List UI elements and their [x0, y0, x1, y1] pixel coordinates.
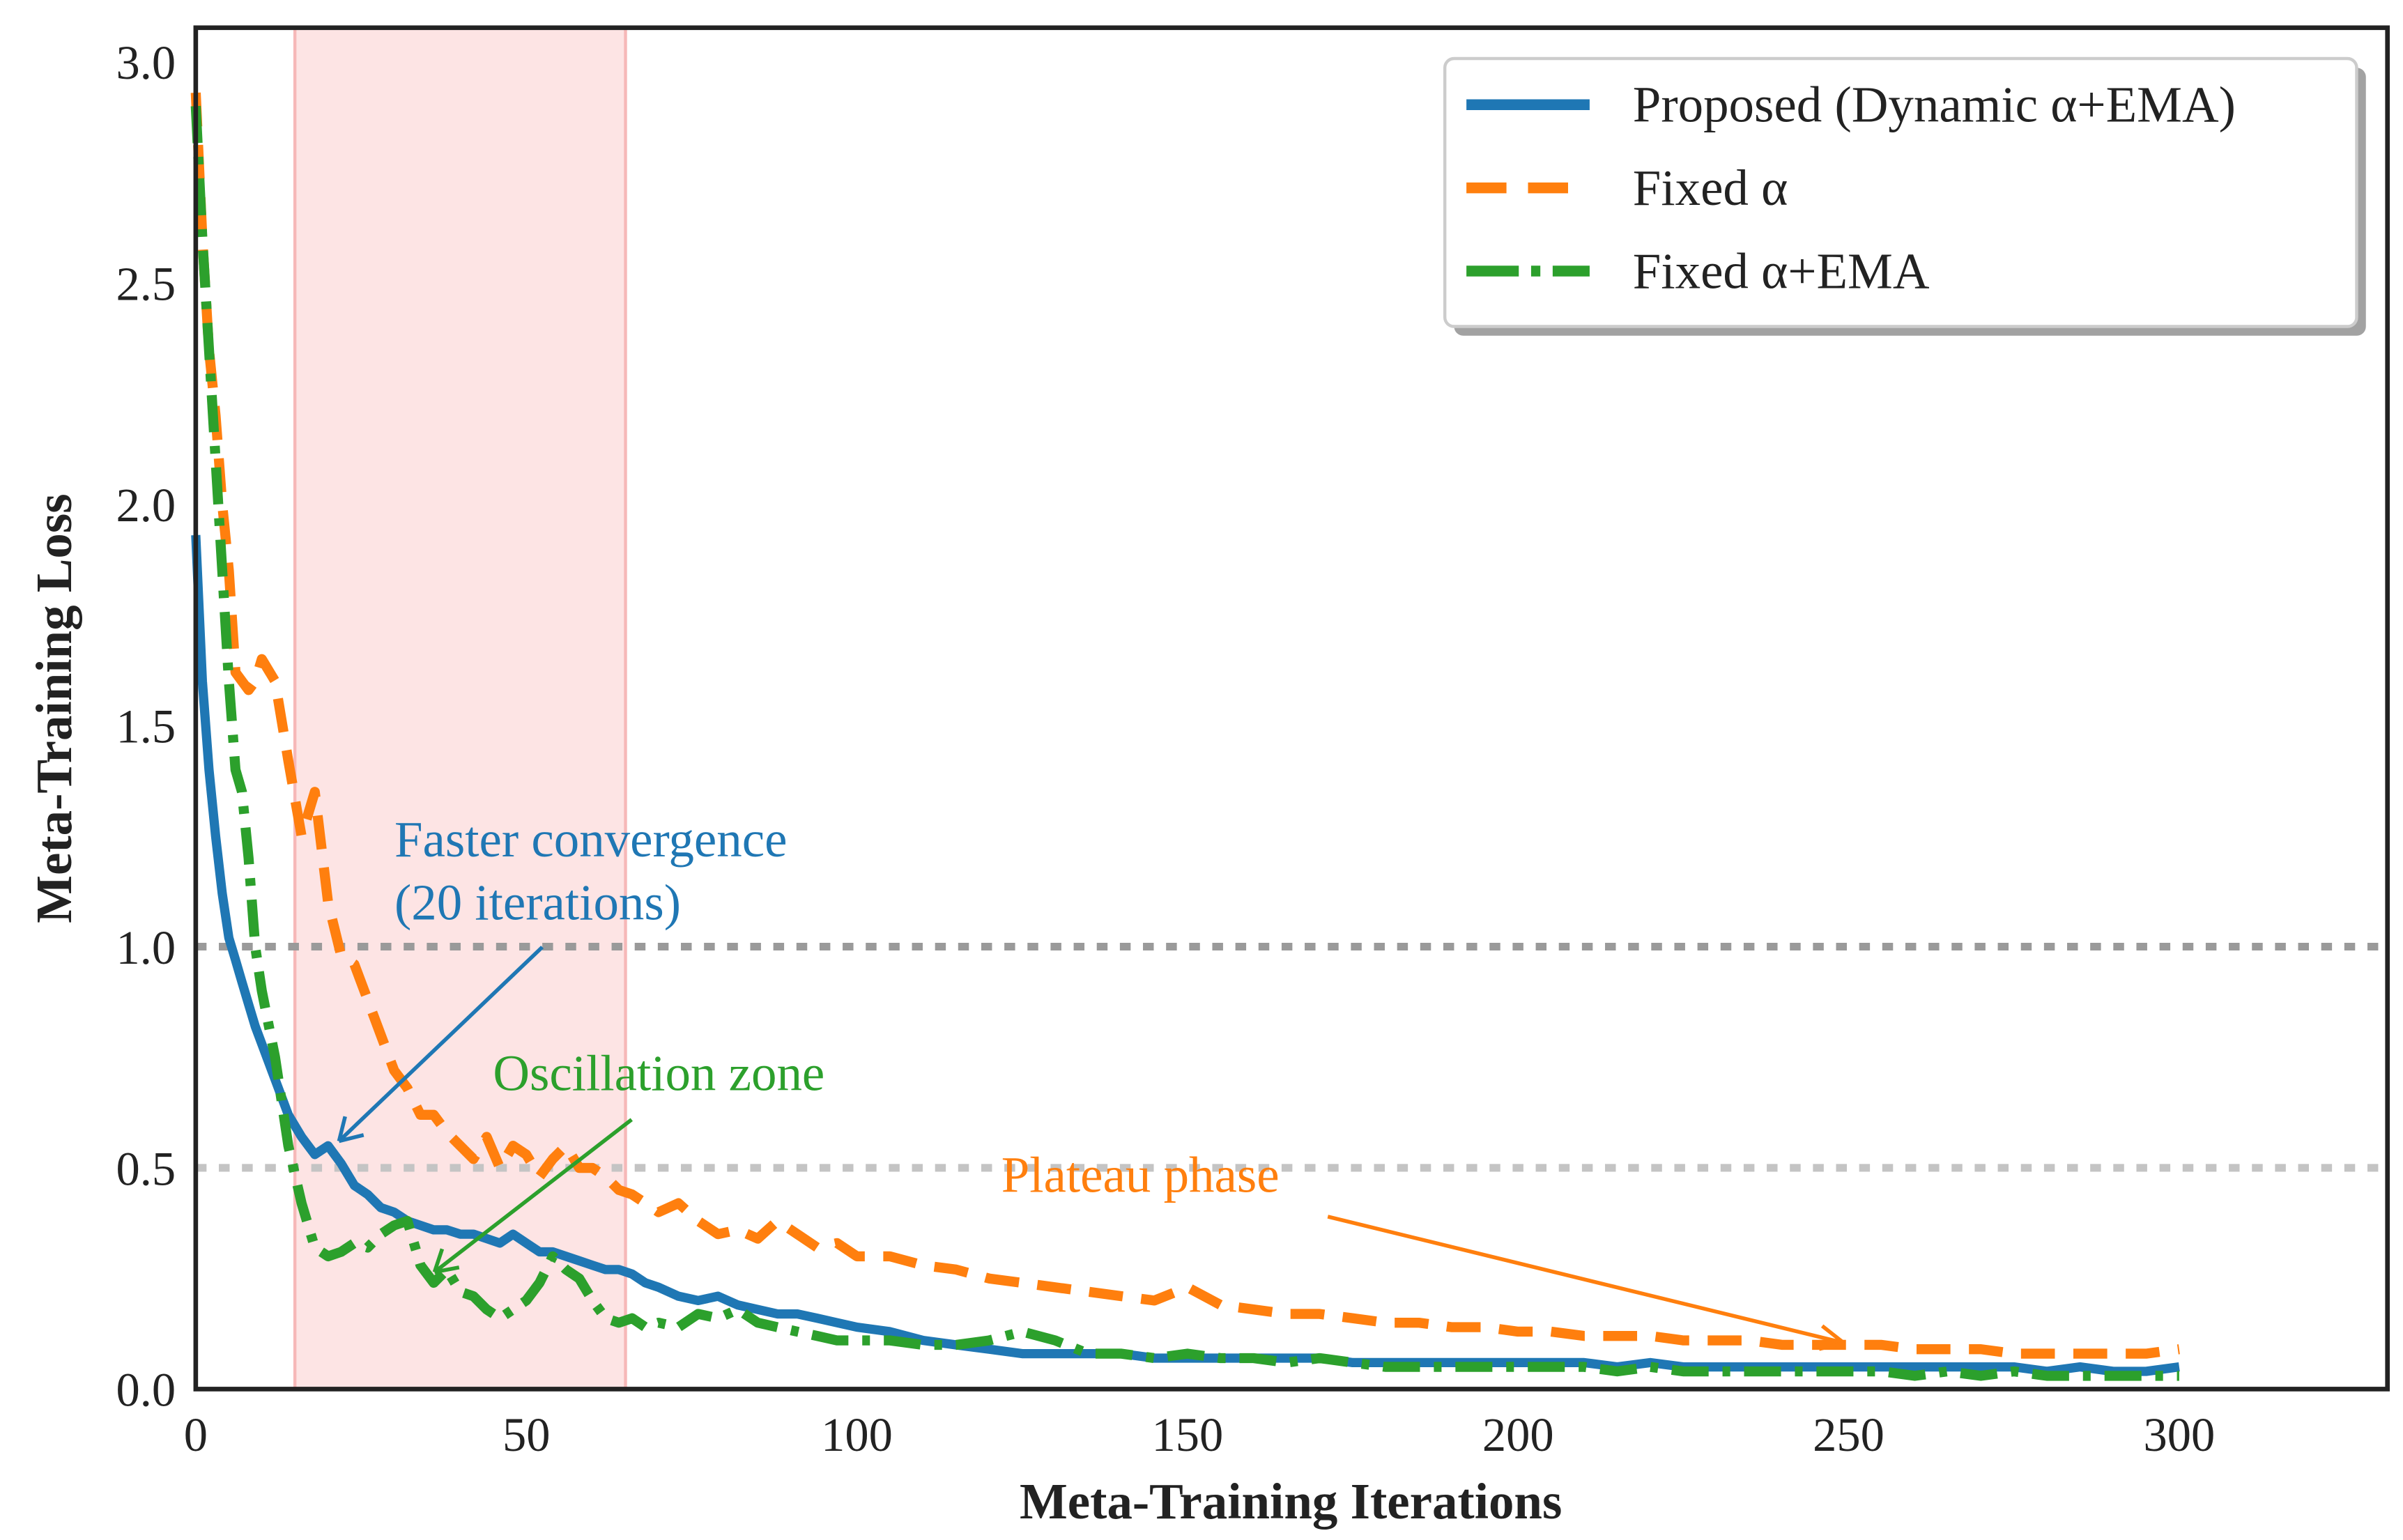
- annotation-text: Plateau phase: [1001, 1147, 1280, 1203]
- plot-frame: [193, 25, 2390, 1392]
- x-tick-label: 50: [502, 1408, 551, 1461]
- legend-label-0: Proposed (Dynamic α+EMA): [1633, 77, 2236, 133]
- annotation-text: Oscillation zone: [493, 1045, 824, 1102]
- arrow-line: [433, 1118, 633, 1274]
- arrow-line: [1327, 1215, 1845, 1345]
- arrow-head-icon: [432, 1248, 460, 1275]
- annotation-oscillation-zone: Oscillation zone: [432, 1045, 824, 1275]
- x-tick-label: 0: [184, 1408, 208, 1461]
- annotation-plateau-phase: Plateau phase: [1001, 1147, 1845, 1351]
- y-axis: 0.0 0.5 1.0 1.5 2.0 2.5 3.0: [116, 36, 176, 1417]
- y-axis-label: Meta-Training Loss: [26, 493, 82, 923]
- shaded-oscillation-region: [293, 26, 627, 1391]
- y-tick-label: 0.0: [116, 1364, 176, 1417]
- y-tick-label: 1.5: [116, 700, 176, 753]
- arrow-head-icon: [1818, 1324, 1845, 1351]
- legend-label-2: Fixed α+EMA: [1633, 242, 1930, 299]
- arrow-head-icon: [337, 1116, 364, 1144]
- x-tick-label: 100: [821, 1408, 893, 1461]
- series-line-1: [190, 92, 2180, 1359]
- legend: Proposed (Dynamic α+EMA) Fixed α Fixed α+E…: [1443, 56, 2366, 336]
- annotation-text: Faster convergence: [394, 811, 788, 868]
- x-tick-label: 250: [1813, 1408, 1884, 1461]
- series-lines: [190, 92, 2180, 1381]
- reference-lines: [195, 942, 2388, 1172]
- series-line-2: [190, 105, 2179, 1381]
- x-axis-label: Meta-Training Iterations: [1020, 1473, 1562, 1530]
- y-tick-label: 2.0: [116, 479, 176, 532]
- y-tick-label: 0.5: [116, 1142, 176, 1195]
- x-axis: 0 50 100 150 200 250 300: [184, 1408, 2216, 1461]
- y-tick-label: 3.0: [116, 36, 176, 89]
- x-tick-label: 200: [1482, 1408, 1554, 1461]
- legend-label-1: Fixed α: [1633, 160, 1788, 216]
- annotation-faster-convergence: Faster convergence (20 iterations): [337, 811, 788, 1144]
- legend-box: [1443, 56, 2358, 328]
- y-tick-label: 1.0: [116, 921, 176, 974]
- x-tick-label: 150: [1151, 1408, 1223, 1461]
- annotation-text: (20 iterations): [394, 874, 681, 930]
- y-tick-label: 2.5: [116, 257, 176, 310]
- shaded-region: [293, 26, 627, 1391]
- x-tick-label: 300: [2143, 1408, 2215, 1461]
- arrow-line: [337, 946, 544, 1143]
